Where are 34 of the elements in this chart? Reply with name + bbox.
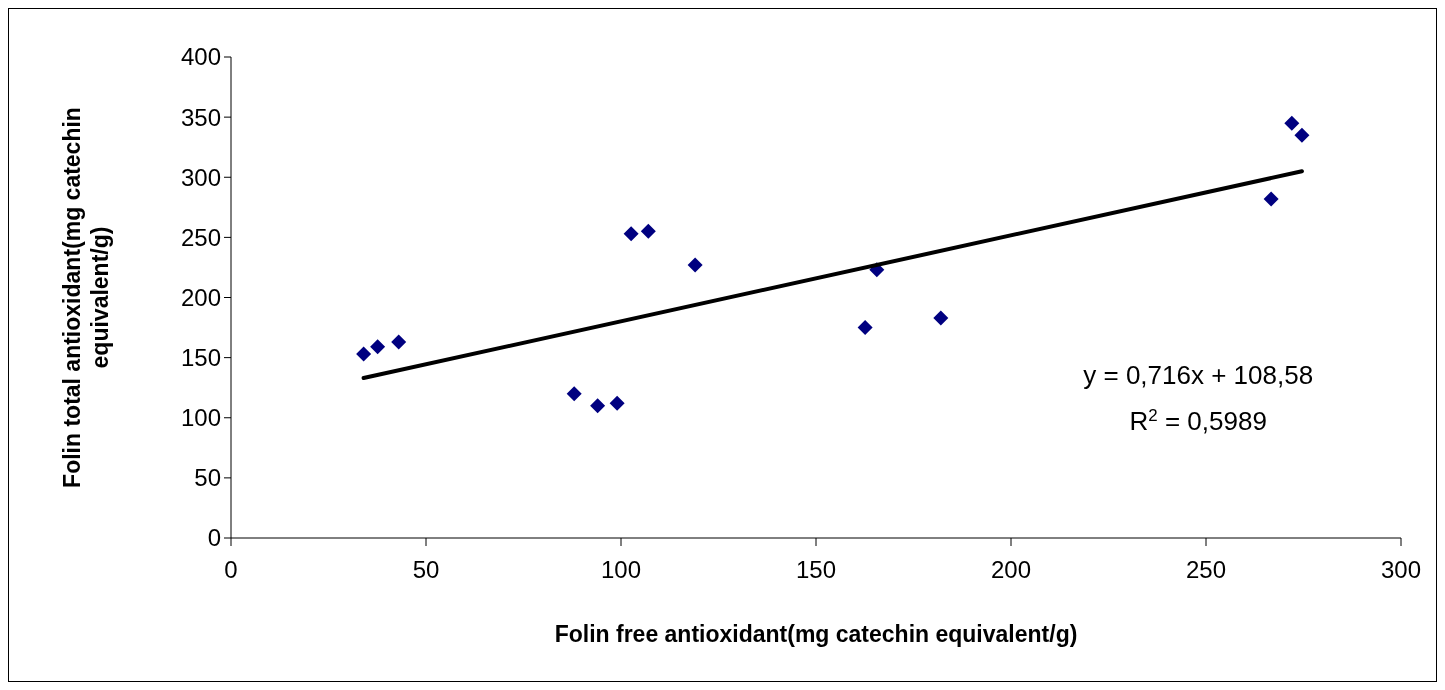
point (857, 320, 873, 336)
x-tick-label: 200 (990, 556, 1032, 583)
y-tick-label: 300 (180, 163, 221, 191)
x-tick-label: 100 (600, 556, 642, 583)
y-tick-label: 50 (194, 464, 221, 492)
point (356, 346, 372, 362)
y-tick-label: 350 (180, 103, 221, 131)
x-axis-title: Folin free antioxidant(mg catechin equivalent/g) (554, 621, 1078, 647)
point (391, 334, 407, 350)
annotation: R$^{2}$ = 0,5989 (1129, 405, 1267, 437)
annotation: y = 0,716x + 108,58 (1083, 360, 1314, 391)
point (370, 339, 386, 355)
y-tick-label: 200 (180, 283, 221, 311)
point (590, 398, 606, 414)
x-tick-label: 250 (1185, 556, 1227, 583)
y-tick-label: 100 (180, 404, 221, 432)
y-tick-label: 400 (180, 43, 221, 71)
point (566, 386, 582, 402)
point (687, 257, 703, 273)
point (609, 395, 625, 411)
x-tick-label: 150 (795, 556, 837, 583)
x-tick-label: 0 (224, 556, 238, 583)
y-axis-title: Folin total antioxidant(mg catechin equivalent/g) (59, 107, 113, 488)
point (933, 310, 949, 326)
point (1284, 115, 1300, 131)
x-tick-label: 300 (1380, 556, 1422, 583)
point (640, 223, 656, 239)
x-tick-label: 50 (412, 556, 440, 583)
point (623, 226, 639, 242)
y-tick-label: 150 (180, 344, 221, 372)
point (1294, 127, 1310, 143)
y-tick-label: 250 (180, 223, 221, 251)
point (1263, 191, 1279, 207)
y-tick-label: 0 (207, 524, 221, 552)
